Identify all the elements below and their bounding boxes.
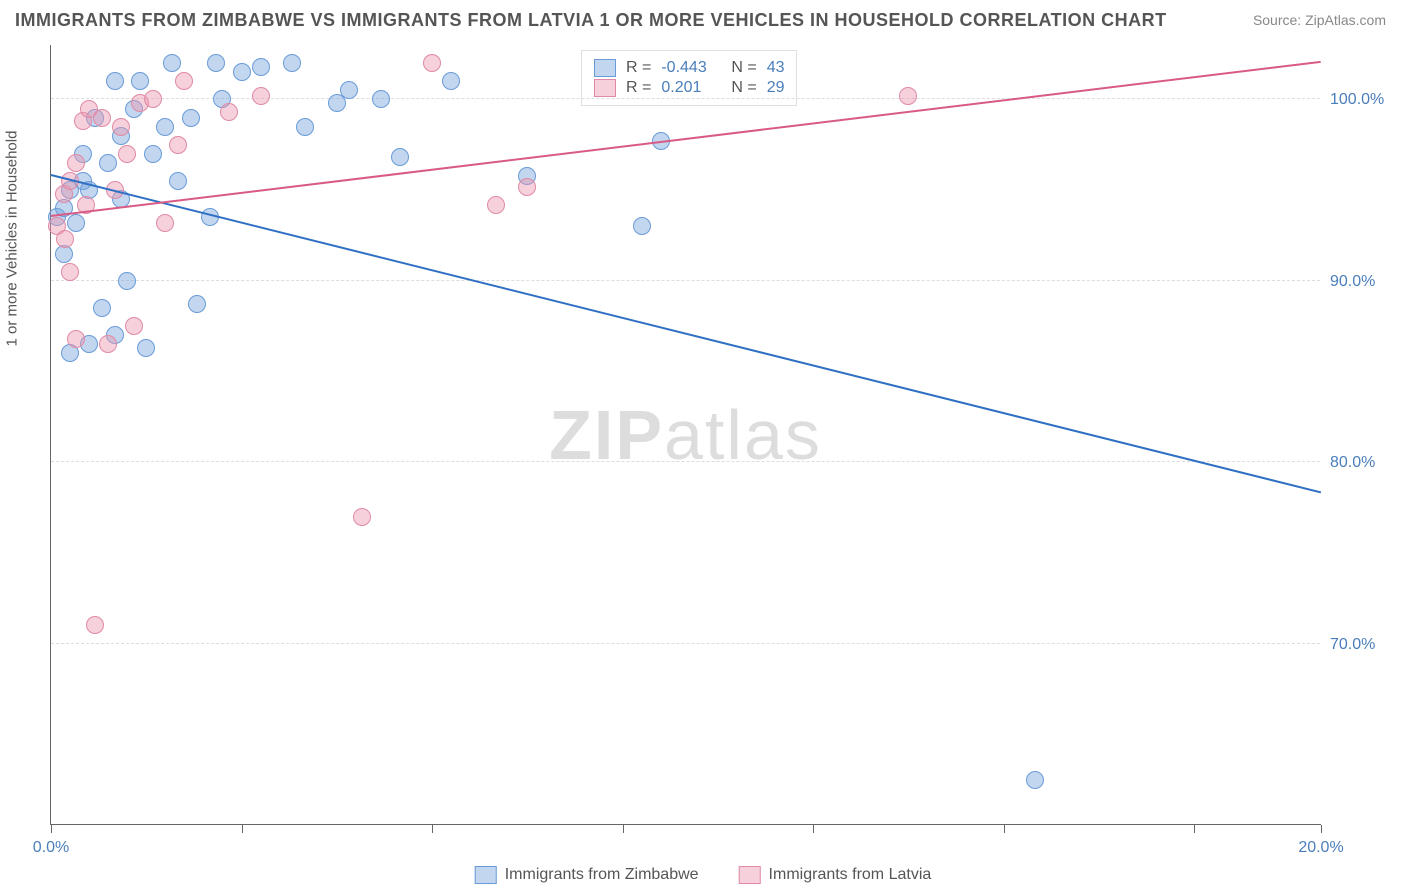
scatter-point (169, 172, 187, 190)
scatter-point (423, 54, 441, 72)
x-tick (1004, 825, 1005, 833)
scatter-point (137, 339, 155, 357)
scatter-point (131, 72, 149, 90)
x-tick (51, 825, 52, 833)
scatter-point (99, 335, 117, 353)
scatter-point (112, 118, 130, 136)
scatter-point (518, 178, 536, 196)
legend-swatch (594, 79, 616, 97)
watermark-atlas: atlas (664, 396, 822, 474)
x-tick (432, 825, 433, 833)
scatter-point (61, 263, 79, 281)
y-tick-label: 90.0% (1330, 273, 1400, 291)
source-text: Source: ZipAtlas.com (1253, 12, 1386, 28)
scatter-point (56, 230, 74, 248)
scatter-point (207, 54, 225, 72)
r-value: 0.201 (661, 79, 721, 97)
y-tick-label: 70.0% (1330, 636, 1400, 654)
r-value: -0.443 (661, 59, 721, 77)
series-legend: Immigrants from Zimbabwe Immigrants from … (475, 866, 932, 884)
n-label: N = (731, 59, 756, 77)
scatter-point (86, 616, 104, 634)
scatter-point (93, 299, 111, 317)
watermark: ZIPatlas (549, 395, 822, 475)
series-legend-label: Immigrants from Latvia (769, 866, 932, 884)
scatter-point (1026, 771, 1044, 789)
scatter-point (144, 145, 162, 163)
gridline (51, 461, 1320, 462)
scatter-point (442, 72, 460, 90)
scatter-point (144, 90, 162, 108)
plot-area: ZIPatlas R =-0.443N =43R =0.201N =29 70.… (50, 45, 1320, 825)
scatter-point (175, 72, 193, 90)
scatter-point (220, 103, 238, 121)
scatter-point (93, 109, 111, 127)
scatter-point (233, 63, 251, 81)
correlation-legend-row: R = 0.201 N = 29 (594, 79, 784, 97)
scatter-point (188, 295, 206, 313)
gridline (51, 643, 1320, 644)
scatter-point (118, 272, 136, 290)
scatter-point (340, 81, 358, 99)
scatter-point (633, 217, 651, 235)
scatter-point (899, 87, 917, 105)
legend-swatch (739, 866, 761, 884)
scatter-point (125, 317, 143, 335)
scatter-point (156, 214, 174, 232)
chart-container: IMMIGRANTS FROM ZIMBABWE VS IMMIGRANTS F… (0, 0, 1406, 892)
scatter-point (252, 87, 270, 105)
y-tick-label: 100.0% (1330, 91, 1400, 109)
x-tick (623, 825, 624, 833)
scatter-point (67, 330, 85, 348)
correlation-legend-row: R = -0.443 N = 43 (594, 59, 784, 77)
scatter-point (99, 154, 117, 172)
legend-swatch (475, 866, 497, 884)
y-axis-label: 1 or more Vehicles in Household (4, 131, 21, 347)
x-tick-label: 0.0% (33, 839, 69, 857)
scatter-point (106, 72, 124, 90)
n-value: 29 (767, 79, 785, 97)
scatter-point (169, 136, 187, 154)
n-value: 43 (767, 59, 785, 77)
scatter-point (296, 118, 314, 136)
scatter-point (372, 90, 390, 108)
x-tick (813, 825, 814, 833)
scatter-point (67, 154, 85, 172)
scatter-point (252, 58, 270, 76)
series-legend-item: Immigrants from Latvia (739, 866, 932, 884)
scatter-point (283, 54, 301, 72)
scatter-point (487, 196, 505, 214)
x-tick (242, 825, 243, 833)
n-label: N = (731, 79, 756, 97)
r-label: R = (626, 59, 651, 77)
series-legend-label: Immigrants from Zimbabwe (505, 866, 699, 884)
scatter-point (391, 148, 409, 166)
chart-title: IMMIGRANTS FROM ZIMBABWE VS IMMIGRANTS F… (15, 10, 1167, 31)
x-tick (1194, 825, 1195, 833)
series-legend-item: Immigrants from Zimbabwe (475, 866, 699, 884)
x-tick (1321, 825, 1322, 833)
watermark-zip: ZIP (549, 396, 664, 474)
legend-swatch (594, 59, 616, 77)
gridline (51, 98, 1320, 99)
scatter-point (156, 118, 174, 136)
scatter-point (353, 508, 371, 526)
scatter-point (118, 145, 136, 163)
r-label: R = (626, 79, 651, 97)
scatter-point (67, 214, 85, 232)
scatter-point (182, 109, 200, 127)
x-tick-label: 20.0% (1298, 839, 1343, 857)
y-tick-label: 80.0% (1330, 454, 1400, 472)
gridline (51, 280, 1320, 281)
trend-line (51, 174, 1321, 493)
scatter-point (163, 54, 181, 72)
